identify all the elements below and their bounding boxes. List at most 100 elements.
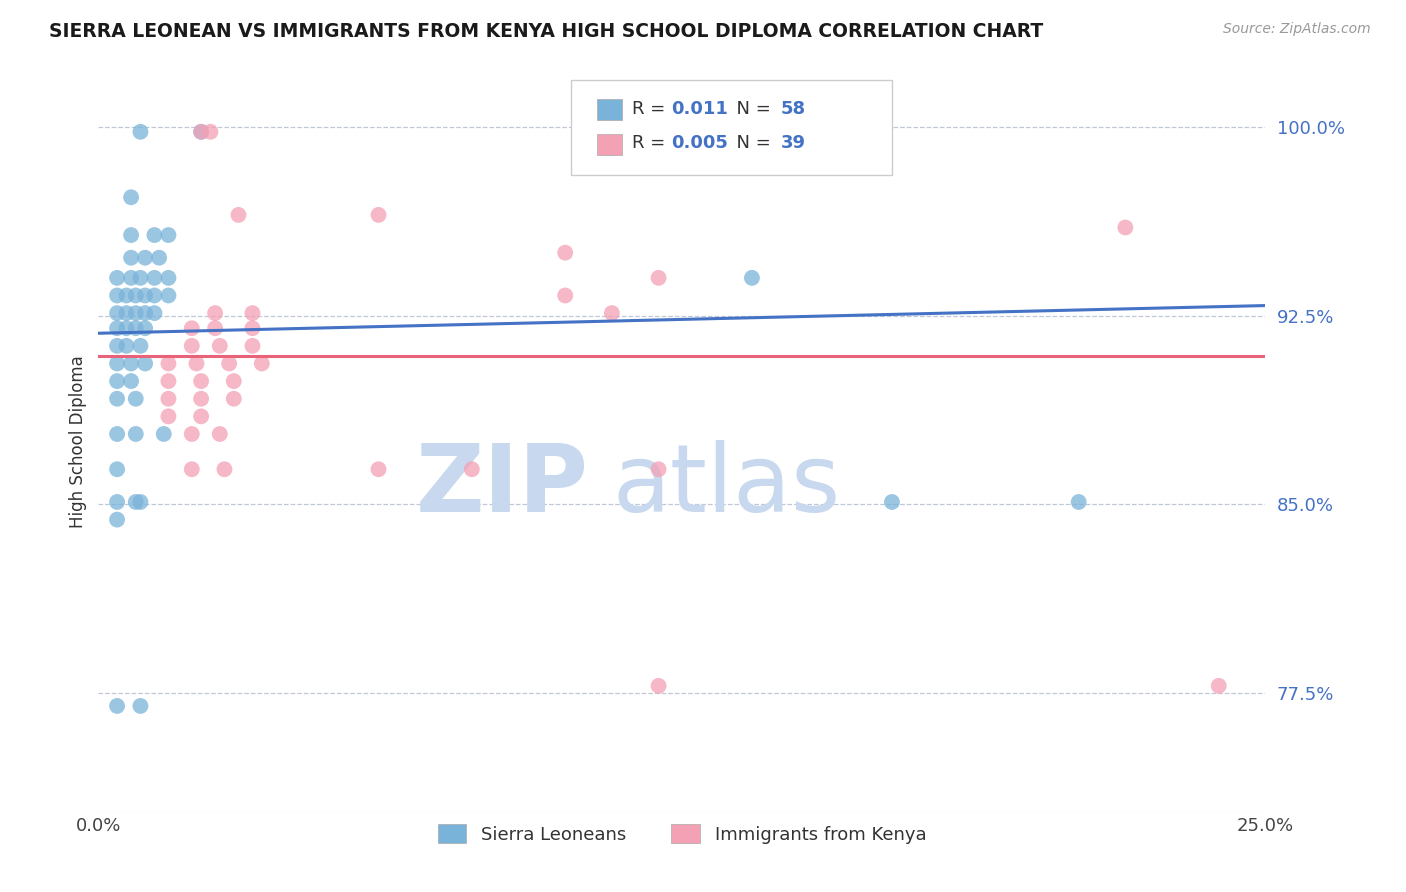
Point xyxy=(148,251,170,265)
Point xyxy=(461,462,484,476)
Point xyxy=(242,339,264,353)
Point xyxy=(129,270,152,285)
Point xyxy=(120,270,142,285)
Point xyxy=(190,392,212,406)
Point xyxy=(228,208,250,222)
Point xyxy=(120,356,142,370)
Point xyxy=(204,306,226,320)
Point xyxy=(647,270,669,285)
Point xyxy=(143,288,166,302)
Point xyxy=(120,190,142,204)
Point xyxy=(129,495,152,509)
Point xyxy=(242,306,264,320)
Point xyxy=(554,245,576,260)
Point xyxy=(1114,220,1136,235)
FancyBboxPatch shape xyxy=(596,134,623,155)
Point xyxy=(105,270,128,285)
Point xyxy=(105,288,128,302)
Point xyxy=(115,288,138,302)
Point xyxy=(180,339,202,353)
Point xyxy=(200,125,222,139)
FancyBboxPatch shape xyxy=(571,80,891,175)
Point xyxy=(120,251,142,265)
Point xyxy=(214,462,236,476)
Legend: Sierra Leoneans, Immigrants from Kenya: Sierra Leoneans, Immigrants from Kenya xyxy=(430,817,934,851)
Point xyxy=(157,409,180,424)
Point xyxy=(115,339,138,353)
Point xyxy=(186,356,208,370)
Point xyxy=(157,374,180,388)
Point xyxy=(367,462,389,476)
Point xyxy=(143,270,166,285)
Point xyxy=(125,495,148,509)
Point xyxy=(125,306,148,320)
Point xyxy=(105,339,128,353)
Point xyxy=(143,306,166,320)
Point xyxy=(105,306,128,320)
Point xyxy=(105,374,128,388)
Point xyxy=(367,208,389,222)
Point xyxy=(125,288,148,302)
Point xyxy=(218,356,240,370)
Point xyxy=(105,356,128,370)
Point xyxy=(125,321,148,335)
Point xyxy=(134,288,156,302)
Point xyxy=(134,321,156,335)
Point xyxy=(600,306,623,320)
Text: atlas: atlas xyxy=(612,440,841,532)
Point xyxy=(180,462,202,476)
Text: ZIP: ZIP xyxy=(416,440,589,532)
Point xyxy=(204,321,226,335)
Point xyxy=(554,288,576,302)
FancyBboxPatch shape xyxy=(596,99,623,120)
Point xyxy=(134,251,156,265)
Point xyxy=(115,321,138,335)
Point xyxy=(250,356,273,370)
Point xyxy=(120,228,142,243)
Point xyxy=(120,374,142,388)
Text: N =: N = xyxy=(725,134,776,153)
Point xyxy=(190,125,212,139)
Text: N =: N = xyxy=(725,100,776,118)
Point xyxy=(180,321,202,335)
Text: 39: 39 xyxy=(782,134,806,153)
Text: SIERRA LEONEAN VS IMMIGRANTS FROM KENYA HIGH SCHOOL DIPLOMA CORRELATION CHART: SIERRA LEONEAN VS IMMIGRANTS FROM KENYA … xyxy=(49,22,1043,41)
Point xyxy=(105,427,128,442)
Point xyxy=(880,495,903,509)
Point xyxy=(157,228,180,243)
Point xyxy=(129,698,152,713)
Point xyxy=(222,374,245,388)
Text: 0.005: 0.005 xyxy=(672,134,728,153)
Text: Source: ZipAtlas.com: Source: ZipAtlas.com xyxy=(1223,22,1371,37)
Point xyxy=(105,392,128,406)
Point xyxy=(180,427,202,442)
Point xyxy=(190,125,212,139)
Point xyxy=(105,495,128,509)
Point xyxy=(152,427,174,442)
Point xyxy=(157,392,180,406)
Text: R =: R = xyxy=(631,100,671,118)
Point xyxy=(190,374,212,388)
Point xyxy=(208,339,231,353)
Point xyxy=(129,339,152,353)
Point xyxy=(125,427,148,442)
Point xyxy=(741,270,763,285)
Point xyxy=(1067,495,1090,509)
Point xyxy=(647,679,669,693)
Point xyxy=(105,321,128,335)
Point xyxy=(134,356,156,370)
Point xyxy=(125,392,148,406)
Point xyxy=(157,270,180,285)
Point xyxy=(222,392,245,406)
Point xyxy=(105,513,128,527)
Point xyxy=(115,306,138,320)
Point xyxy=(157,288,180,302)
Point xyxy=(157,356,180,370)
Point xyxy=(105,698,128,713)
Point xyxy=(143,228,166,243)
Point xyxy=(134,306,156,320)
Text: 0.011: 0.011 xyxy=(672,100,728,118)
Point xyxy=(1208,679,1230,693)
Y-axis label: High School Diploma: High School Diploma xyxy=(69,355,87,528)
Point xyxy=(242,321,264,335)
